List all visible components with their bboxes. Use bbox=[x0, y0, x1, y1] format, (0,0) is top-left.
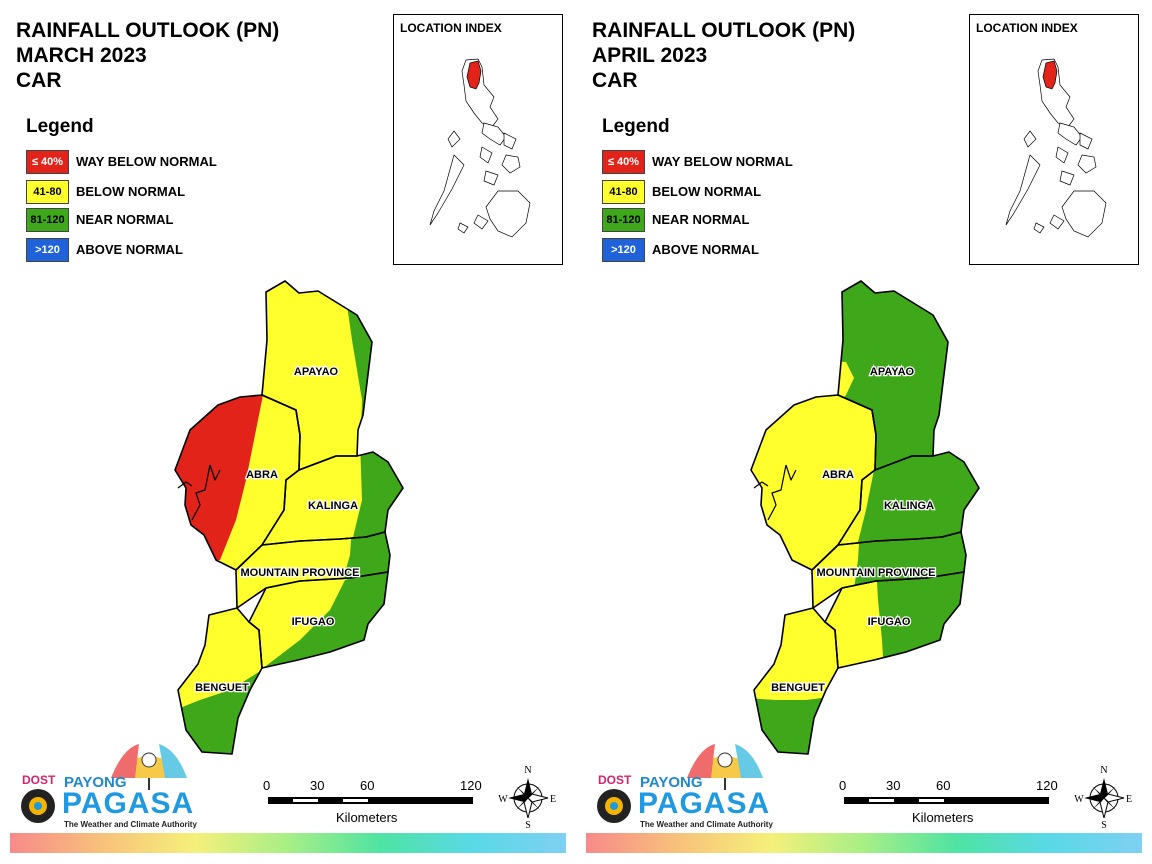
car-highlight bbox=[1042, 60, 1058, 90]
scale-tick-label: 60 bbox=[360, 778, 375, 793]
logo-pagasa: PAGASA bbox=[62, 787, 195, 820]
province-abra bbox=[750, 394, 877, 571]
compass-e: E bbox=[550, 794, 556, 805]
legend-label: BELOW NORMAL bbox=[76, 184, 186, 199]
logo-payong: PAYONG bbox=[640, 774, 703, 791]
label-mountain-province: MOUNTAIN PROVINCE bbox=[241, 567, 360, 579]
payong-pagasa-logo: DOST PAYONG PAGASA The Weather and Clima… bbox=[14, 740, 214, 830]
legend-label: ABOVE NORMAL bbox=[652, 242, 759, 257]
title-region: CAR bbox=[16, 69, 62, 92]
legend-label: NEAR NORMAL bbox=[652, 212, 750, 227]
legend-label: WAY BELOW NORMAL bbox=[652, 154, 793, 169]
compass-s: S bbox=[525, 820, 531, 830]
location-index-inset: LOCATION INDEX bbox=[393, 14, 563, 265]
compass-n: N bbox=[524, 765, 531, 776]
legend-swatch: >120 bbox=[26, 238, 69, 262]
outlook-panel-april: RAINFALL OUTLOOK (PN) APRIL 2023 CAR Leg… bbox=[576, 0, 1152, 864]
title-line-1: RAINFALL OUTLOOK (PN) bbox=[16, 19, 280, 42]
location-index-title: LOCATION INDEX bbox=[400, 21, 502, 35]
compass-rose-icon: N S E W bbox=[498, 765, 556, 830]
compass-rose-icon: N S E W bbox=[1074, 765, 1132, 830]
logo-tagline: The Weather and Climate Authority bbox=[64, 820, 197, 829]
label-kalinga: KALINGA bbox=[884, 500, 934, 512]
province-benguet bbox=[753, 607, 839, 755]
compass-w: W bbox=[1074, 794, 1084, 805]
philippines-outline-map bbox=[1005, 58, 1107, 238]
logo-payong: PAYONG bbox=[64, 774, 127, 791]
location-index-inset: LOCATION INDEX bbox=[969, 14, 1139, 265]
color-bar bbox=[586, 833, 1142, 853]
title-month: APRIL 2023 bbox=[592, 44, 708, 67]
scale-unit: Kilometers bbox=[912, 810, 974, 825]
scale-tick-label: 120 bbox=[1036, 778, 1058, 793]
scale-tick-label: 60 bbox=[936, 778, 951, 793]
scale-tick-label: 30 bbox=[310, 778, 325, 793]
outlook-panel-march: RAINFALL OUTLOOK (PN) MARCH 2023 CAR Leg… bbox=[10, 14, 566, 853]
legend-title: Legend bbox=[602, 116, 670, 137]
label-benguet: BENGUET bbox=[771, 682, 825, 694]
car-rainfall-map-march: APAYAO ABRA KALINGA MOUNTAIN PROVINCE IF… bbox=[174, 280, 404, 755]
label-ifugao: IFUGAO bbox=[868, 616, 911, 628]
logo-tagline: The Weather and Climate Authority bbox=[640, 820, 773, 829]
title-month: MARCH 2023 bbox=[16, 44, 147, 67]
car-rainfall-map-april: APAYAO ABRA KALINGA MOUNTAIN PROVINCE IF… bbox=[750, 280, 980, 755]
label-benguet: BENGUET bbox=[195, 682, 249, 694]
map-title: RAINFALL OUTLOOK (PN) APRIL 2023 CAR bbox=[592, 18, 855, 93]
scale-tick-label: 30 bbox=[886, 778, 901, 793]
label-abra: ABRA bbox=[822, 469, 854, 481]
title-region: CAR bbox=[592, 69, 638, 92]
label-kalinga: KALINGA bbox=[308, 500, 358, 512]
title-line-1: RAINFALL OUTLOOK (PN) bbox=[592, 19, 856, 42]
legend-swatch: ≤ 40% bbox=[26, 150, 69, 174]
dost-seal-icon bbox=[21, 789, 55, 823]
scale-tick-label: 0 bbox=[263, 778, 271, 793]
logo-pagasa: PAGASA bbox=[638, 787, 771, 820]
label-ifugao: IFUGAO bbox=[292, 616, 335, 628]
legend-swatch: >120 bbox=[602, 238, 645, 262]
legend-swatch: 81-120 bbox=[26, 208, 69, 232]
label-abra: ABRA bbox=[246, 469, 278, 481]
philippines-outline-map bbox=[429, 58, 531, 238]
legend-label: NEAR NORMAL bbox=[76, 212, 174, 227]
scale-bar-graphic bbox=[268, 797, 473, 804]
car-highlight bbox=[466, 60, 482, 90]
legend-label: WAY BELOW NORMAL bbox=[76, 154, 217, 169]
logo-dost: DOST bbox=[598, 773, 632, 787]
compass-n: N bbox=[1100, 765, 1107, 776]
compass-w: W bbox=[498, 794, 508, 805]
umbrella-icon bbox=[111, 744, 187, 790]
legend-label: BELOW NORMAL bbox=[652, 184, 762, 199]
province-abra bbox=[174, 394, 301, 571]
map-title: RAINFALL OUTLOOK (PN) MARCH 2023 CAR bbox=[16, 18, 279, 93]
scale-tick-label: 0 bbox=[839, 778, 847, 793]
scale-bar: 0 30 60 120 Kilometers bbox=[836, 778, 1076, 828]
label-apayao: APAYAO bbox=[294, 366, 339, 378]
scale-unit: Kilometers bbox=[336, 810, 398, 825]
color-bar bbox=[10, 833, 566, 853]
label-apayao: APAYAO bbox=[870, 366, 915, 378]
legend-swatch: 41-80 bbox=[602, 180, 645, 204]
compass-s: S bbox=[1101, 820, 1107, 830]
compass-e: E bbox=[1126, 794, 1132, 805]
scale-bar: 0 30 60 120 Kilometers bbox=[260, 778, 500, 828]
province-benguet bbox=[177, 607, 263, 755]
scale-bar-graphic bbox=[844, 797, 1049, 804]
legend-swatch: 41-80 bbox=[26, 180, 69, 204]
legend-label: ABOVE NORMAL bbox=[76, 242, 183, 257]
logo-dost: DOST bbox=[22, 773, 56, 787]
scale-tick-label: 120 bbox=[460, 778, 482, 793]
legend-swatch: ≤ 40% bbox=[602, 150, 645, 174]
umbrella-icon bbox=[687, 744, 763, 790]
payong-pagasa-logo: DOST PAYONG PAGASA The Weather and Clima… bbox=[590, 740, 790, 830]
legend-swatch: 81-120 bbox=[602, 208, 645, 232]
label-mountain-province: MOUNTAIN PROVINCE bbox=[817, 567, 936, 579]
location-index-title: LOCATION INDEX bbox=[976, 21, 1078, 35]
legend-title: Legend bbox=[26, 116, 94, 137]
dost-seal-icon bbox=[597, 789, 631, 823]
